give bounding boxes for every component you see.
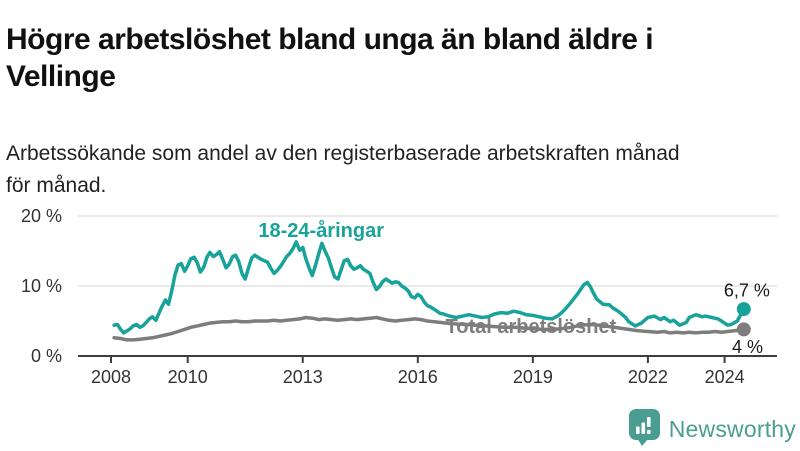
x-axis-tick-label: 2008 [91, 367, 131, 387]
end-value-label: 4 % [732, 337, 763, 357]
title-line-1: Högre arbetslöshet bland unga än bland ä… [6, 23, 654, 57]
series-label: Total arbetslöshet [446, 316, 617, 338]
series-end-dot-total [736, 322, 751, 337]
x-axis-tick-label: 2024 [705, 367, 745, 387]
subtitle-line-1: Arbetssökande som andel av den registerb… [6, 142, 680, 165]
y-axis-tick-label: 20 % [21, 206, 62, 226]
newsworthy-logo-text: Newsworthy [668, 416, 796, 442]
x-axis-tick-label: 2016 [398, 367, 438, 387]
page-title: Högre arbetslöshet bland unga än bland ä… [6, 22, 796, 95]
y-axis-tick-label: 0 % [31, 346, 62, 366]
line-chart: 0 % 10 % 20 % 2008 2010 2013 2016 2019 2022 2024 1… [21, 206, 777, 387]
end-value-label: 6,7 % [724, 281, 770, 301]
series-line-youth [112, 240, 746, 335]
series-end-dot-youth [736, 302, 751, 317]
x-axis-tick-label: 2022 [628, 367, 668, 387]
series-line-total [112, 315, 746, 342]
chart-subtitle: Arbetssökande som andel av den registerb… [6, 138, 796, 202]
series-label: 18-24-åringar [258, 219, 384, 242]
y-axis-tick-label: 10 % [21, 276, 62, 296]
title-line-2: Vellinge [6, 59, 116, 93]
x-axis-tick-label: 2019 [513, 367, 553, 387]
newsworthy-logo[interactable]: Newsworthy [628, 408, 796, 451]
x-axis-tick-label: 2013 [283, 367, 323, 387]
subtitle-line-2: för månad. [6, 173, 107, 197]
newsworthy-bar-chart-icon [628, 408, 661, 451]
line-chart-container: 0 % 10 % 20 % 2008 2010 2013 2016 2019 2022 2024 1… [0, 200, 800, 395]
x-axis-tick-label: 2010 [168, 367, 208, 387]
